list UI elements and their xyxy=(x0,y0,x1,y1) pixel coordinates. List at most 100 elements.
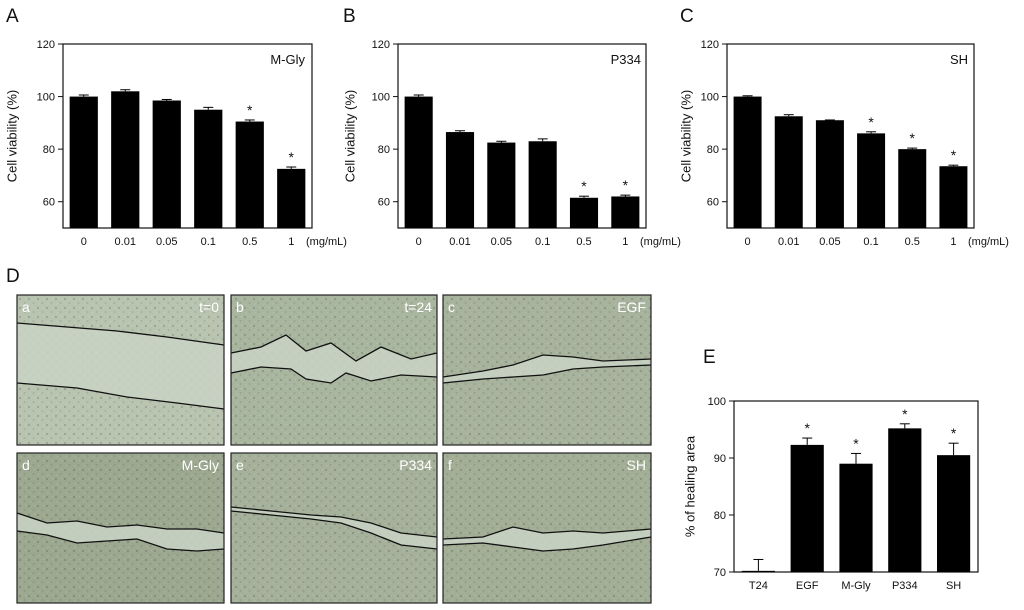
x-tick-label: 0.5 xyxy=(576,236,591,248)
x-tick-label: 0.5 xyxy=(242,236,257,248)
wound-edge-bottom xyxy=(16,382,225,410)
wound-edge-top xyxy=(230,506,438,538)
micrograph-border xyxy=(442,294,652,446)
bar-0.1 xyxy=(857,133,886,228)
wound-edge-bottom xyxy=(230,366,438,384)
wound-healing-micrographs: a t=0 b t=24 c EGF d M-Gly e P334 f SH xyxy=(16,294,652,604)
micrograph-border xyxy=(16,294,225,446)
micrograph-tag: t=0 xyxy=(199,299,219,315)
x-tick-label: 0.1 xyxy=(201,236,216,248)
micrograph-e: e P334 xyxy=(230,452,438,604)
x-tick-label: 0.1 xyxy=(535,236,550,248)
x-tick-label: 0.05 xyxy=(491,236,512,248)
bar-T24 xyxy=(741,570,775,572)
bar-1 xyxy=(611,196,640,228)
micrograph-tag: M-Gly xyxy=(182,457,219,473)
micrograph-tag: t=24 xyxy=(404,299,432,315)
significance-star: * xyxy=(951,425,957,441)
wound-edge-bottom xyxy=(16,530,225,552)
x-tick-label: M-Gly xyxy=(841,580,871,592)
micrograph-border xyxy=(230,294,438,446)
x-tick-label: 0.1 xyxy=(863,236,878,248)
y-tick-label: 80 xyxy=(714,510,726,522)
wound-gap xyxy=(231,335,437,383)
significance-star: * xyxy=(853,435,859,451)
significance-star: * xyxy=(289,149,295,165)
wound-edge-bottom xyxy=(442,364,652,384)
y-tick-label: 100 xyxy=(372,92,390,104)
x-tick-label: 0 xyxy=(81,236,87,248)
micrograph-letter: a xyxy=(22,299,30,315)
wound-edge-top xyxy=(16,322,225,346)
legend-label: P334 xyxy=(611,52,641,67)
bar-0.5 xyxy=(898,149,927,228)
significance-star: * xyxy=(581,178,587,194)
bar-0.5 xyxy=(569,197,599,228)
x-tick-label: 0.01 xyxy=(778,236,799,248)
y-axis-title: % of healing area xyxy=(683,435,698,537)
x-axis-unit: (mg/mL) xyxy=(640,236,681,248)
significance-star: * xyxy=(868,114,874,130)
bar-0.05 xyxy=(152,100,181,228)
y-tick-label: 60 xyxy=(378,197,390,209)
x-tick-label: 0.05 xyxy=(819,236,840,248)
chart-a: A 60 80 100 120 Cell viability (%) M-Gly 0 0.01 0… xyxy=(5,6,347,248)
wound-edge-bottom xyxy=(230,510,438,550)
micrograph-letter: b xyxy=(236,299,244,315)
wound-edge-top xyxy=(230,334,438,362)
wound-gap xyxy=(443,355,651,383)
wound-edge-top xyxy=(16,512,225,534)
bar-0.5 xyxy=(235,121,264,228)
x-tick-label: 1 xyxy=(622,236,628,248)
panel-letter-a: A xyxy=(6,6,19,27)
micrograph-border xyxy=(442,452,652,604)
bar-0 xyxy=(69,96,98,228)
x-tick-label: 0.01 xyxy=(449,236,470,248)
x-tick-label: 0.05 xyxy=(156,236,177,248)
bar-0.01 xyxy=(774,116,803,228)
wound-edge-top xyxy=(442,354,652,378)
y-axis-title: Cell viability (%) xyxy=(343,90,358,182)
y-tick-label: 80 xyxy=(378,144,390,156)
panel-letter-b: B xyxy=(343,6,356,27)
bar-0.05 xyxy=(815,120,844,228)
micrograph-tag: SH xyxy=(627,457,646,473)
x-tick-label: SH xyxy=(946,580,961,592)
significance-star: * xyxy=(902,406,908,422)
wound-edge-bottom xyxy=(442,536,652,552)
bar-0 xyxy=(733,96,762,228)
micrograph-d: d M-Gly xyxy=(16,452,225,604)
bar-1 xyxy=(277,168,306,228)
significance-star: * xyxy=(247,102,253,118)
x-tick-label: T24 xyxy=(749,580,768,592)
micrograph-tag: P334 xyxy=(399,457,432,473)
cell-texture xyxy=(443,453,651,603)
wound-edge-top xyxy=(442,526,652,540)
plot-frame xyxy=(726,43,975,229)
wound-gap xyxy=(17,323,224,409)
micrograph-letter: d xyxy=(22,457,30,473)
y-axis-title: Cell viability (%) xyxy=(5,90,20,182)
y-tick-label: 100 xyxy=(701,92,719,104)
cell-texture xyxy=(231,453,437,603)
x-tick-label: 0.01 xyxy=(115,236,136,248)
bar-0.01 xyxy=(111,91,140,228)
bar-0.05 xyxy=(487,142,516,228)
x-tick-label: 1 xyxy=(288,236,294,248)
micrograph-letter: f xyxy=(448,457,452,473)
bar-0 xyxy=(404,96,433,228)
y-tick-label: 70 xyxy=(714,567,726,579)
significance-star: * xyxy=(910,130,916,146)
y-tick-label: 120 xyxy=(372,39,390,51)
bar-SH xyxy=(937,455,971,572)
y-tick-label: 120 xyxy=(37,39,55,51)
x-axis-unit: (mg/mL) xyxy=(306,236,347,248)
bar-M-Gly xyxy=(839,463,873,572)
x-tick-label: 1 xyxy=(950,236,956,248)
x-tick-label: EGF xyxy=(796,580,819,592)
panel-letter-d: D xyxy=(6,266,20,287)
y-tick-label: 120 xyxy=(701,39,719,51)
bar-0.1 xyxy=(194,109,223,228)
chart-e: E 70 80 90 100 % of healing area T24 * EGF * M-Gly… xyxy=(683,347,979,592)
